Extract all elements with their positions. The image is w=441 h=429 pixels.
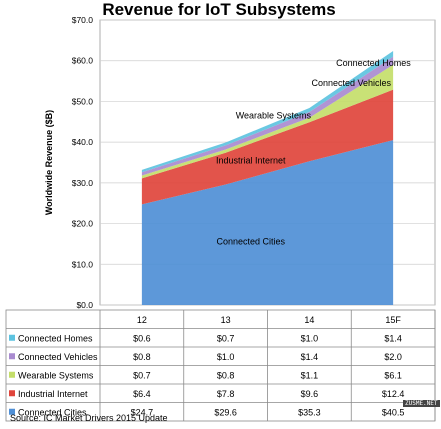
legend-entry: Connected Homes [18,334,93,344]
table-cell: $2.0 [384,352,402,362]
x-tick-label: 12 [137,315,147,325]
label-wearable-systems: Wearable Systems [236,111,312,121]
legend-swatch [9,371,15,378]
table-cell: $0.8 [217,371,235,381]
y-tick-label: $10.0 [72,259,94,269]
table-cell: $1.4 [301,352,319,362]
area-industrial-internet [141,89,394,205]
table-cell: $24.7 [131,408,154,418]
legend-swatch [9,334,15,341]
label-connected-vehicles: Connected Vehicles [311,78,391,88]
y-tick-label: $60.0 [72,56,94,66]
table-cell: $9.6 [301,389,319,399]
table-cell: $0.7 [217,334,235,344]
legend-entry: Industrial Internet [18,389,88,399]
legend-entry: Connected Cities [18,408,87,418]
table-cell: $1.0 [217,352,235,362]
y-tick-label: $30.0 [72,178,94,188]
label-connected-cities: Connected Cities [216,236,285,246]
table-cell: $40.5 [382,408,405,418]
label-connected-homes: Connected Homes [336,58,411,68]
table-cell: $0.7 [133,371,151,381]
table-cell: $0.6 [133,334,151,344]
x-tick-label: 15F [385,315,401,325]
label-industrial-internet: Industrial Internet [216,156,286,166]
table-cell: $1.4 [384,334,402,344]
x-tick-label: 13 [221,315,231,325]
table-cell: $35.3 [298,408,321,418]
legend-swatch [9,390,15,397]
legend-swatch [9,408,15,415]
table-cell: $7.8 [217,389,235,399]
source-note: Source: IC Market Drivers 2015 Update [10,413,168,423]
y-tick-label: $20.0 [72,219,94,229]
table-cell: $1.0 [301,334,319,344]
legend-swatch [9,353,15,360]
chart-title: Revenue for IoT Subsystems [102,0,335,19]
table-cell: $29.6 [214,408,237,418]
watermark: ZUSME.NET [403,400,440,407]
table-cell: $6.4 [133,389,151,399]
table-cell: $1.1 [301,371,319,381]
y-axis-label: Worldwide Revenue ($B) [44,110,54,215]
legend-entry: Wearable Systems [18,371,94,381]
y-tick-label: $40.0 [72,137,94,147]
y-tick-label: $0.0 [76,300,93,310]
y-tick-label: $70.0 [72,15,94,25]
x-tick-label: 14 [304,315,314,325]
y-tick-label: $50.0 [72,96,94,106]
legend-entry: Connected Vehicles [18,352,98,362]
table-cell: $12.4 [382,389,405,399]
table-cell: $6.1 [384,371,402,381]
table-cell: $0.8 [133,352,151,362]
area-connected-cities [141,140,394,305]
